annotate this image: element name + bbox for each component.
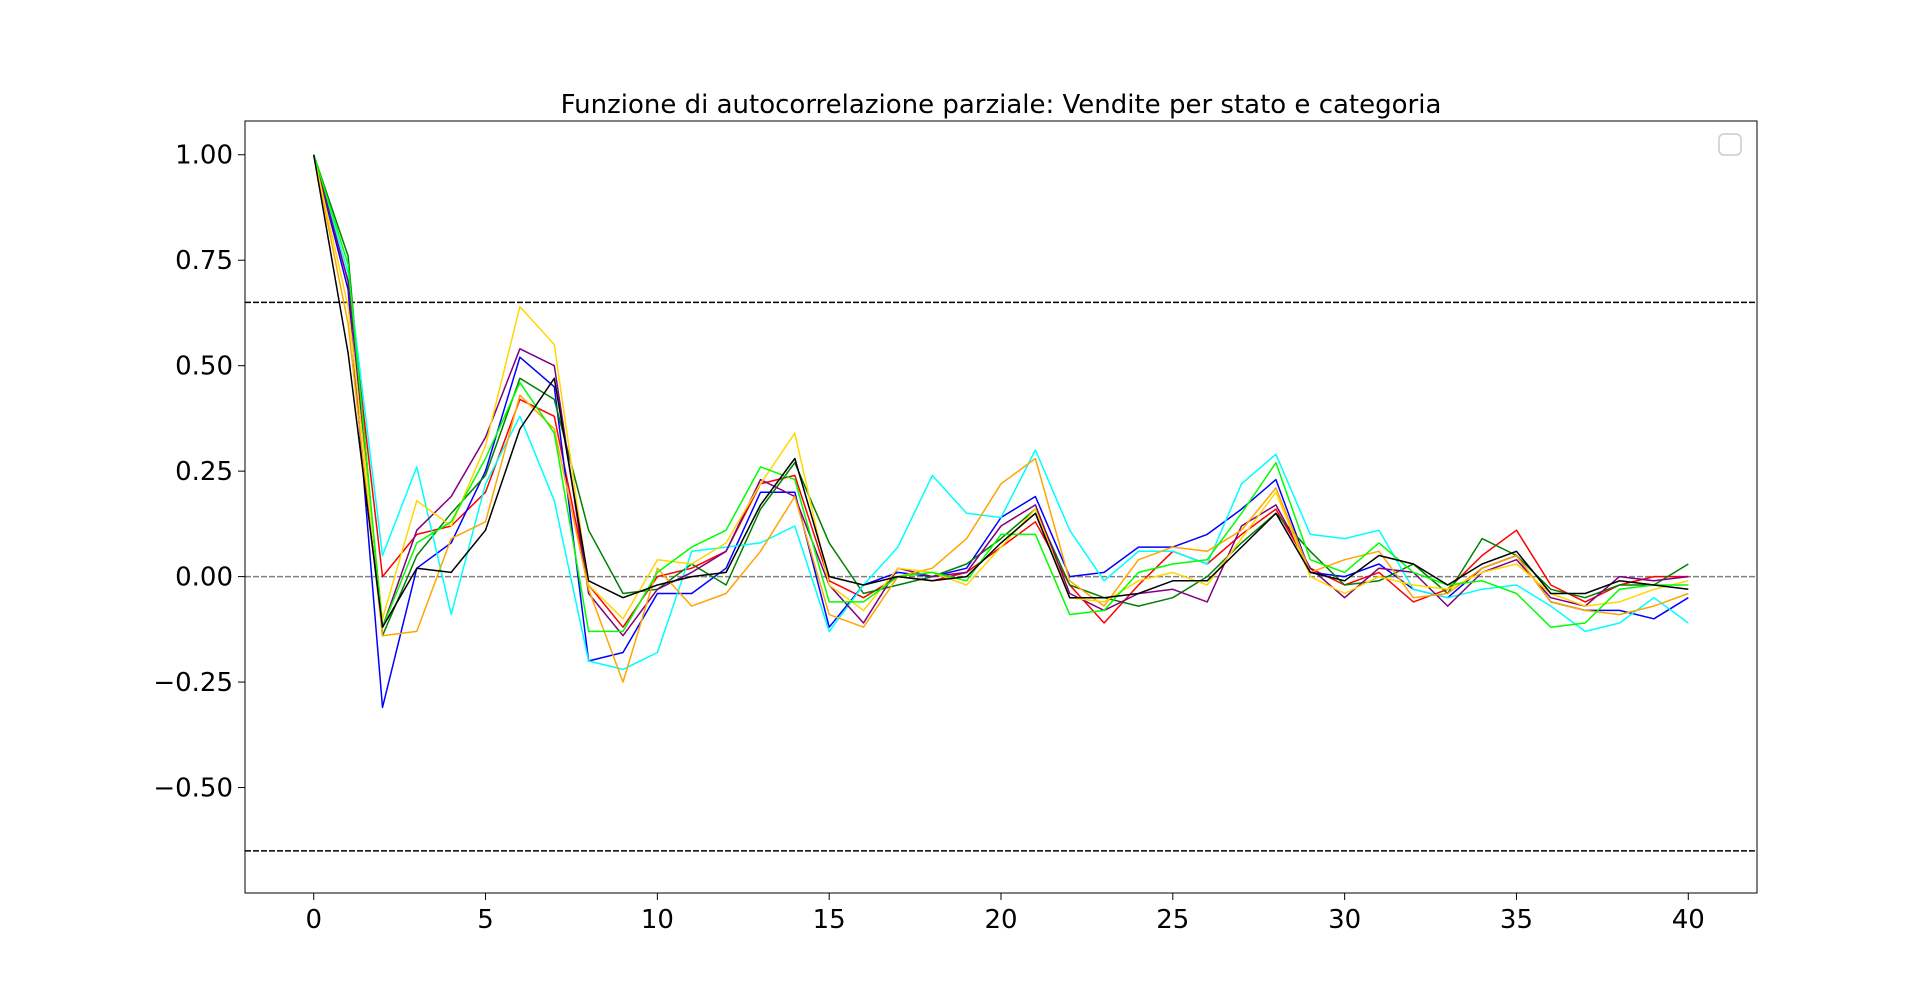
x-tick-label: 20 (984, 905, 1017, 935)
y-tick-label: −0.50 (153, 774, 233, 804)
x-tick-label: 25 (1156, 905, 1189, 935)
x-tick-label: 15 (813, 905, 846, 935)
series-line-4 (312, 154, 1689, 637)
series-line-8 (312, 154, 1689, 628)
x-axis: 0 5 10 15 20 25 30 35 40 (305, 893, 1705, 935)
series-line-6 (312, 154, 1689, 620)
chart-title: Funzione di autocorrelazione parziale: V… (561, 90, 1442, 120)
series-line-2 (312, 154, 1689, 637)
x-tick-label: 35 (1500, 905, 1533, 935)
series-group (312, 154, 1689, 709)
y-axis: 1.00 0.75 0.50 0.25 0.00 −0.25 −0.50 (153, 141, 245, 804)
plot-frame (244, 120, 1758, 894)
x-tick-label: 30 (1328, 905, 1361, 935)
x-tick-label: 5 (477, 905, 494, 935)
x-tick-label: 40 (1672, 905, 1705, 935)
series-line-5 (312, 154, 1689, 683)
y-tick-label: 0.00 (175, 563, 233, 593)
x-tick-label: 10 (641, 905, 674, 935)
y-tick-label: 0.50 (175, 352, 233, 382)
series-line-7 (312, 154, 1689, 633)
y-tick-label: −0.25 (153, 668, 233, 698)
y-tick-label: 1.00 (175, 141, 233, 171)
y-tick-label: 0.75 (175, 246, 233, 276)
series-line-0 (312, 154, 1689, 628)
series-line-3 (312, 154, 1689, 671)
reference-lines (245, 301, 1757, 852)
x-tick-label: 0 (305, 905, 322, 935)
legend-box (1718, 133, 1742, 156)
y-tick-label: 0.25 (175, 457, 233, 487)
